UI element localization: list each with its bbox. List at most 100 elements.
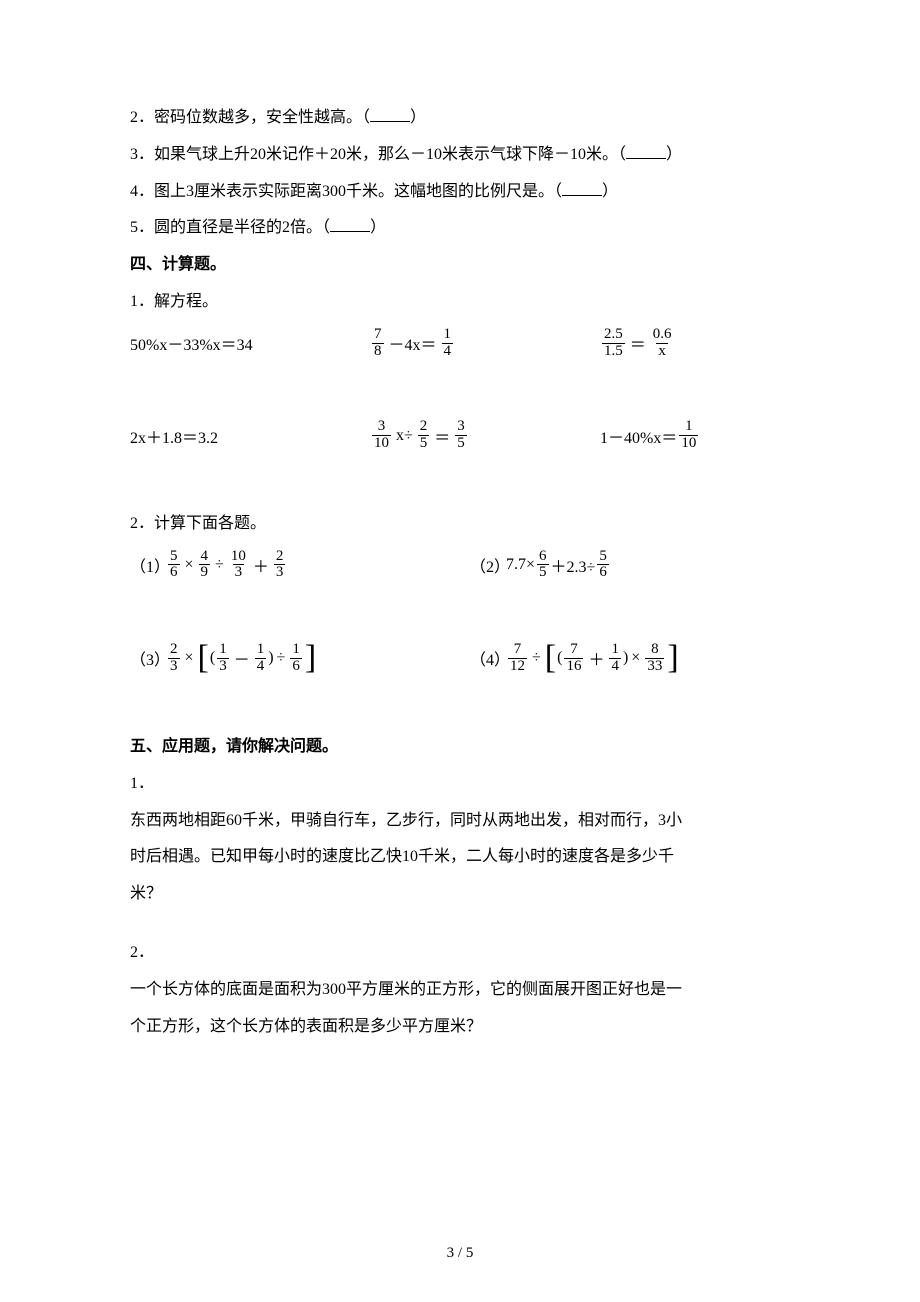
fraction-3-10: 310 <box>372 419 391 452</box>
q5-2-label: 2． <box>130 935 790 972</box>
fraction-1-10: 110 <box>679 419 698 452</box>
expr-row-2: （3） 23 × [ ( 13 － 14 ) ÷ 16 ] （4） 712 ÷ … <box>130 641 790 675</box>
fraction-8-33: 833 <box>645 642 664 675</box>
blank-field[interactable] <box>330 217 370 232</box>
fraction-1-4c: 14 <box>609 642 621 675</box>
left-bracket-icon: [ <box>198 641 209 675</box>
q5-1-line1: 东西两地相距60千米，甲骑自行车，乙步行，同时从两地出发，相对而行，3小 <box>130 803 790 840</box>
minus-op: －4x＝ <box>389 331 437 355</box>
section-4-title: 四、计算题。 <box>130 247 790 284</box>
eq-6: 1－40%x＝ 110 <box>600 419 700 452</box>
fraction-5-6b: 56 <box>597 549 609 582</box>
q5-1-line3: 米？ <box>130 876 790 913</box>
right-bracket-icon: ] <box>305 641 316 675</box>
minus-op: － <box>234 646 250 670</box>
fraction-4-9: 49 <box>199 549 211 582</box>
eq-4: 2x＋1.8＝3.2 <box>130 424 370 448</box>
equation-row-2: 2x＋1.8＝3.2 310 x÷ 25 ＝ 35 1－40%x＝ 110 <box>130 419 790 452</box>
fraction-7-12: 712 <box>508 642 527 675</box>
spacer <box>130 365 790 413</box>
fraction-0.6-x: 0.6x <box>651 327 674 360</box>
expr-2-a: 7.7× <box>506 556 535 574</box>
blank-field[interactable] <box>626 144 666 159</box>
expr-4: （4） 712 ÷ [ ( 716 ＋ 14 ) × 833 ] <box>470 641 680 675</box>
q5-2-line2: 个正方形，这个长方体的表面积是多少平方厘米？ <box>130 1009 790 1046</box>
eq-6-left: 1－40%x＝ <box>600 424 677 448</box>
x-div: x÷ <box>396 427 413 445</box>
spacer <box>130 458 790 506</box>
expr-2: （2） 7.7× 65 ＋2.3÷ 56 <box>470 549 611 582</box>
expr-3: （3） 23 × [ ( 13 － 14 ) ÷ 16 ] <box>130 641 470 675</box>
blank-field[interactable] <box>562 181 602 196</box>
eq-1-text: 50%x－33%x＝34 <box>130 331 253 355</box>
fraction-2-3b: 23 <box>168 642 180 675</box>
fraction-3-5: 35 <box>455 419 467 452</box>
spacer <box>130 681 790 729</box>
blank-field[interactable] <box>370 107 410 122</box>
judge-q3-text: 3．如果气球上升20米记作＋20米，那么－10米表示气球下降－10米。（ <box>130 146 626 163</box>
times-op: × <box>185 649 194 667</box>
fraction-7-16: 716 <box>564 642 583 675</box>
q5-1-line2: 时后相遇。已知甲每小时的速度比乙快10千米，二人每小时的速度各是多少千 <box>130 839 790 876</box>
right-bracket-icon: ] <box>667 641 678 675</box>
fraction-1-3: 13 <box>217 642 229 675</box>
page-number: 3 / 5 <box>0 1245 920 1262</box>
close-paren: ） <box>602 183 618 200</box>
fraction-2-3: 23 <box>274 549 286 582</box>
close-paren: ） <box>370 219 386 236</box>
left-bracket-icon: [ <box>545 641 556 675</box>
judge-q2-text: 2．密码位数越多，安全性越高。（ <box>130 109 370 126</box>
judge-q4-text: 4．图上3厘米表示实际距离300千米。这幅地图的比例尺是。（ <box>130 183 562 200</box>
spacer <box>130 587 790 635</box>
fraction-2.5-1.5: 2.51.5 <box>602 327 625 360</box>
eq-1: 50%x－33%x＝34 <box>130 331 370 355</box>
eq-3: 2.51.5 ＝ 0.6x <box>600 327 676 360</box>
expr-3-idx: （3） <box>130 646 166 670</box>
judge-q2: 2．密码位数越多，安全性越高。（ ） <box>130 100 790 137</box>
section-4-sub2: 2．计算下面各题。 <box>130 506 790 543</box>
document-page: 2．密码位数越多，安全性越高。（ ） 3．如果气球上升20米记作＋20米，那么－1… <box>0 0 920 1302</box>
expr-1: （1） 56 × 49 ÷ 103 ＋ 23 <box>130 549 470 582</box>
plus-op: ＋ <box>253 553 269 577</box>
spacer <box>130 913 790 935</box>
fraction-5-6: 56 <box>168 549 180 582</box>
times-op: × <box>631 649 640 667</box>
plus-op: ＋ <box>588 646 604 670</box>
fraction-6-5: 65 <box>537 549 549 582</box>
fraction-10-3: 103 <box>229 549 248 582</box>
judge-q5: 5．圆的直径是半径的2倍。（ ） <box>130 210 790 247</box>
fraction-2-5: 25 <box>418 419 430 452</box>
eq-5: 310 x÷ 25 ＝ 35 <box>370 419 600 452</box>
equation-row-1: 50%x－33%x＝34 78 －4x＝ 14 2.51.5 ＝ 0.6x <box>130 327 790 360</box>
eq-2: 78 －4x＝ 14 <box>370 327 600 360</box>
rparen: ) <box>268 649 273 667</box>
div-op: ÷ <box>215 556 224 574</box>
expr-4-idx: （4） <box>470 646 506 670</box>
fraction-1-4b: 14 <box>255 642 267 675</box>
section-5-title: 五、应用题，请你解决问题。 <box>130 729 790 766</box>
expr-2-idx: （2） <box>470 553 506 577</box>
lparen: ( <box>210 649 215 667</box>
equals-op: ＝ <box>630 331 646 355</box>
judge-q5-text: 5．圆的直径是半径的2倍。（ <box>130 219 330 236</box>
equals-op: ＝ <box>434 424 450 448</box>
close-paren: ） <box>410 109 426 126</box>
expr-1-idx: （1） <box>130 553 166 577</box>
div-op: ÷ <box>277 649 286 667</box>
div-op: ÷ <box>532 649 541 667</box>
judge-q3: 3．如果气球上升20米记作＋20米，那么－10米表示气球下降－10米。（ ） <box>130 137 790 174</box>
q5-2-line1: 一个长方体的底面是面积为300平方厘米的正方形，它的侧面展开图正好也是一 <box>130 972 790 1009</box>
judge-q4: 4．图上3厘米表示实际距离300千米。这幅地图的比例尺是。（ ） <box>130 174 790 211</box>
rparen: ) <box>623 649 628 667</box>
close-paren: ） <box>666 146 682 163</box>
fraction-7-8: 78 <box>372 327 384 360</box>
times-op: × <box>185 556 194 574</box>
fraction-1-6: 16 <box>290 642 302 675</box>
eq-4-text: 2x＋1.8＝3.2 <box>130 424 218 448</box>
q5-1-label: 1． <box>130 766 790 803</box>
expr-row-1: （1） 56 × 49 ÷ 103 ＋ 23 （2） 7.7× 65 ＋2.3÷… <box>130 549 790 582</box>
section-4-sub1: 1．解方程。 <box>130 284 790 321</box>
fraction-1-4: 14 <box>442 327 454 360</box>
lparen: ( <box>557 649 562 667</box>
expr-2-b: ＋2.3÷ <box>551 553 596 577</box>
